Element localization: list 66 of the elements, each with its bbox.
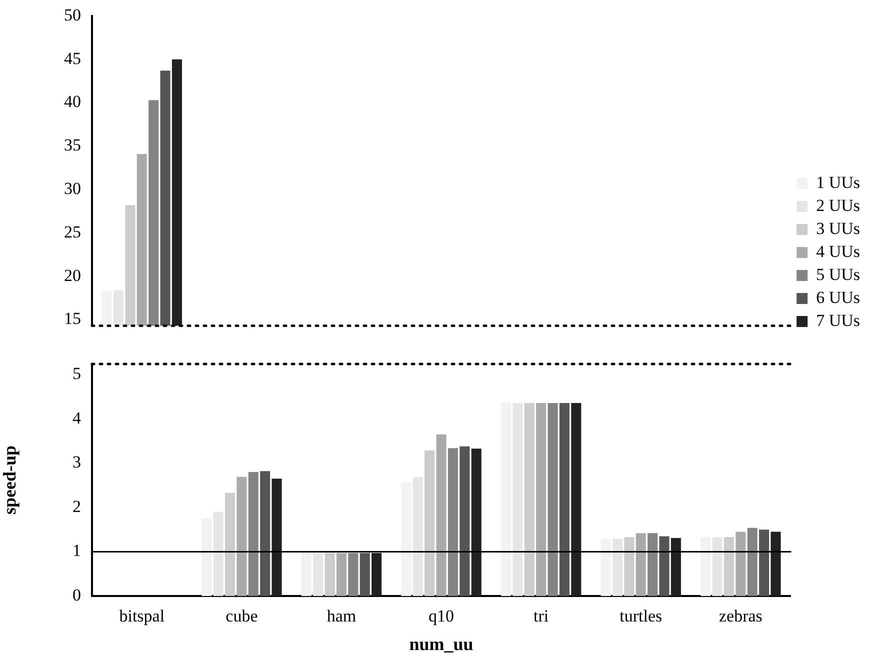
x-tick-label: bitspal bbox=[119, 606, 165, 626]
legend-label: 1 UUs bbox=[816, 172, 860, 192]
x-axis-title: num_uu bbox=[409, 634, 474, 654]
x-tick-label: turtles bbox=[620, 606, 662, 626]
bar bbox=[348, 553, 358, 596]
y-tick-label: 5 bbox=[72, 364, 81, 384]
bar bbox=[659, 536, 670, 596]
bar bbox=[213, 512, 224, 596]
bar bbox=[248, 472, 258, 596]
legend-label: 7 UUs bbox=[816, 310, 860, 330]
y-tick-label: 15 bbox=[64, 309, 81, 328]
bar bbox=[424, 450, 435, 596]
bar bbox=[571, 402, 582, 596]
bar bbox=[372, 553, 382, 596]
y-axis-title: speed-up bbox=[0, 445, 20, 515]
y-tick-label: 0 bbox=[72, 585, 81, 604]
legend-label: 4 UUs bbox=[816, 242, 860, 261]
y-tick-label: 45 bbox=[64, 48, 81, 68]
x-tick-label: tri bbox=[534, 606, 549, 626]
bar bbox=[224, 492, 236, 596]
bar bbox=[236, 476, 247, 596]
bar bbox=[401, 482, 412, 596]
y-tick-label: 40 bbox=[64, 92, 81, 112]
bar bbox=[700, 537, 711, 596]
bar bbox=[260, 471, 270, 596]
x-tick-label: ham bbox=[326, 606, 356, 626]
bar bbox=[412, 476, 423, 596]
y-tick-label: 25 bbox=[64, 222, 81, 242]
bar bbox=[770, 532, 781, 596]
bar bbox=[559, 402, 570, 596]
y-tick-label: 20 bbox=[64, 266, 81, 285]
bar bbox=[524, 402, 534, 596]
legend-label: 2 UUs bbox=[816, 196, 860, 215]
y-tick-label: 1 bbox=[72, 541, 81, 560]
bar bbox=[324, 553, 335, 596]
y-tick-label: 30 bbox=[64, 179, 81, 198]
x-tick-label: zebras bbox=[718, 606, 762, 626]
bar bbox=[336, 553, 347, 596]
bar bbox=[360, 553, 370, 596]
bar bbox=[759, 530, 770, 596]
bar bbox=[460, 446, 470, 596]
bar bbox=[536, 402, 546, 596]
y-tick-label: 2 bbox=[72, 496, 81, 516]
bar bbox=[670, 538, 681, 596]
bar bbox=[636, 533, 646, 596]
bar bbox=[448, 448, 458, 596]
bar bbox=[736, 532, 746, 596]
x-tick-label: q10 bbox=[428, 606, 454, 626]
legend-label: 3 UUs bbox=[816, 218, 860, 238]
bar bbox=[548, 402, 558, 596]
x-tick-label: cube bbox=[226, 606, 258, 626]
y-tick-label: 4 bbox=[72, 408, 82, 428]
bar bbox=[712, 537, 722, 596]
bar bbox=[436, 434, 446, 596]
legend-label: 5 UUs bbox=[816, 264, 860, 284]
y-tick-label: 35 bbox=[64, 136, 81, 155]
bar bbox=[471, 448, 482, 596]
bar bbox=[272, 478, 282, 596]
bar bbox=[747, 528, 758, 596]
y-tick-label: 3 bbox=[72, 452, 81, 472]
legend-label: 6 UUs bbox=[816, 288, 860, 307]
bar bbox=[648, 533, 658, 596]
bar bbox=[202, 518, 212, 596]
bar bbox=[624, 537, 634, 596]
bar bbox=[724, 537, 734, 596]
y-tick-label: 50 bbox=[64, 5, 81, 24]
